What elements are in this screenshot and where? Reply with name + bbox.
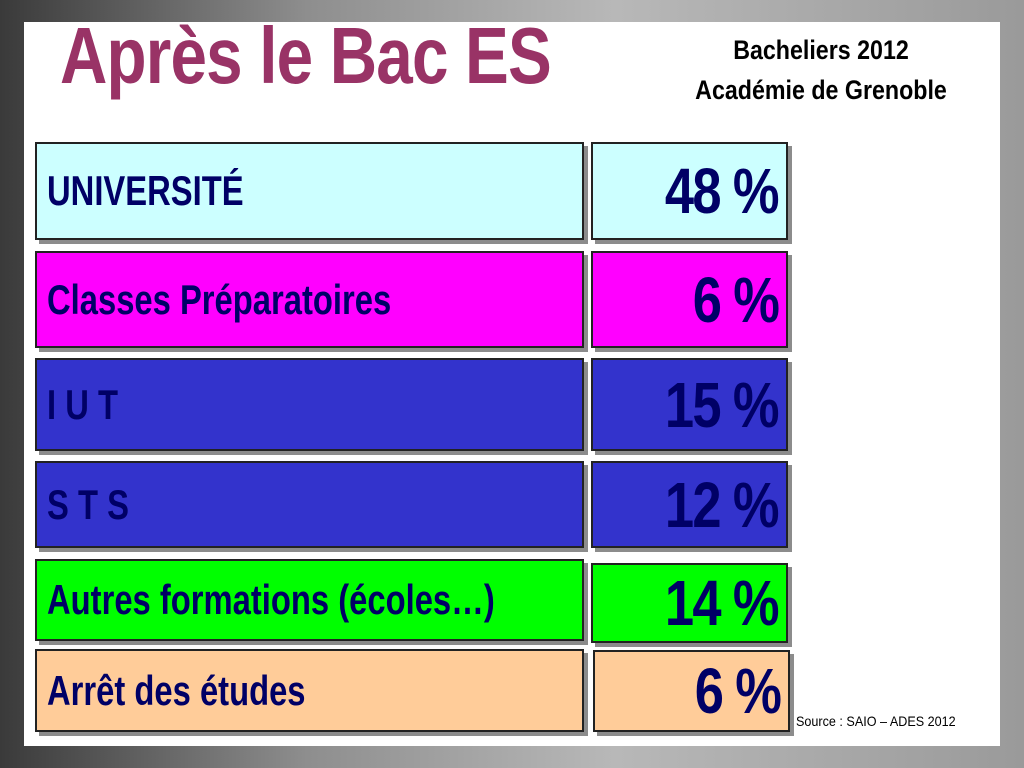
row-value-sts: 12 % — [591, 461, 788, 548]
row-label-text: Classes Préparatoires — [47, 275, 392, 323]
row-label-autres-formations: Autres formations (écoles…) — [35, 559, 584, 641]
row-label-text: UNIVERSITÉ — [47, 167, 244, 214]
row-value-autres-formations: 14 % — [591, 563, 788, 643]
row-label-sts: S T S — [35, 461, 584, 548]
row-value-classes-preparatoires: 6 % — [591, 251, 788, 348]
row-value-text: 14 % — [664, 567, 780, 639]
row-label-iut: I U T — [35, 358, 584, 451]
subtitle-line-2: Académie de Grenoble — [695, 75, 947, 105]
slide: Après le Bac ES Bacheliers 2012 Académie… — [24, 11, 1000, 746]
row-value-universite: 48 % — [591, 142, 788, 240]
row-label-text: Autres formations (écoles…) — [47, 576, 495, 623]
row-value-text: 6 % — [692, 263, 779, 336]
row-value-text: 15 % — [664, 368, 780, 441]
row-value-arret-des-etudes: 6 % — [593, 650, 790, 732]
row-value-text: 6 % — [694, 655, 781, 727]
slide-title: Après le Bac ES — [60, 11, 552, 100]
row-label-classes-preparatoires: Classes Préparatoires — [35, 251, 584, 348]
row-label-text: Arrêt des études — [47, 666, 306, 714]
row-label-universite: UNIVERSITÉ — [35, 142, 584, 240]
row-value-text: 12 % — [664, 468, 780, 541]
row-label-text: I U T — [47, 380, 118, 428]
row-value-iut: 15 % — [591, 358, 788, 451]
subtitle: Bacheliers 2012 Académie de Grenoble — [679, 30, 963, 110]
row-label-arret-des-etudes: Arrêt des études — [35, 649, 584, 732]
source-note: Source : SAIO – ADES 2012 — [796, 713, 956, 729]
subtitle-line-1: Bacheliers 2012 — [733, 35, 909, 65]
row-value-text: 48 % — [664, 155, 780, 227]
row-label-text: S T S — [47, 480, 129, 528]
